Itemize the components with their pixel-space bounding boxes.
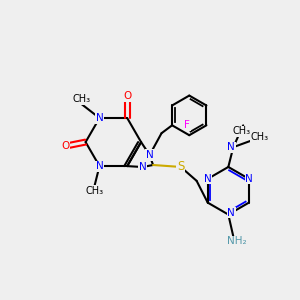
Text: N: N (204, 174, 212, 184)
Text: F: F (184, 120, 190, 130)
Text: NH₂: NH₂ (227, 236, 247, 246)
Text: N: N (227, 142, 235, 152)
Text: O: O (62, 141, 70, 151)
Text: N: N (96, 161, 103, 171)
Text: N: N (139, 162, 147, 172)
Text: O: O (123, 91, 131, 101)
Text: N: N (146, 150, 154, 160)
Text: CH₃: CH₃ (232, 126, 250, 136)
Text: CH₃: CH₃ (251, 132, 269, 142)
Text: N: N (96, 113, 103, 123)
Text: CH₃: CH₃ (85, 186, 103, 196)
Text: CH₃: CH₃ (73, 94, 91, 104)
Text: S: S (177, 160, 184, 173)
Text: N: N (227, 208, 235, 218)
Text: N: N (245, 174, 253, 184)
